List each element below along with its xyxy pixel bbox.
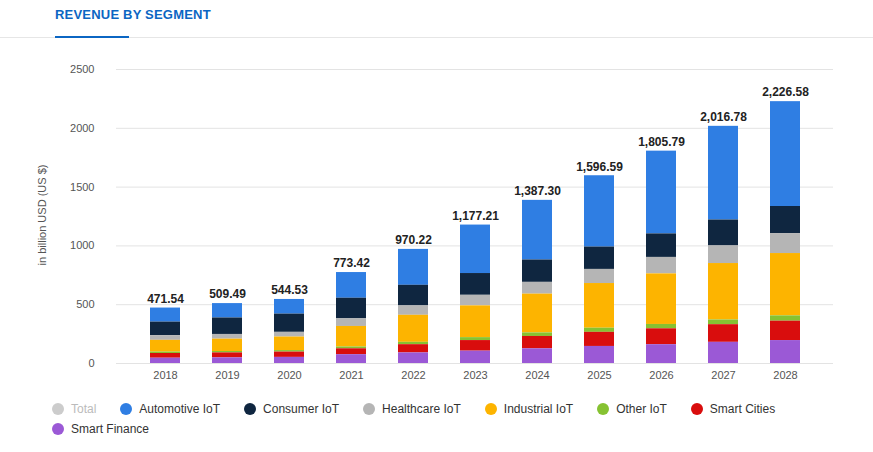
svg-text:2,016.78: 2,016.78: [700, 110, 747, 124]
svg-text:2022: 2022: [401, 369, 425, 381]
svg-text:2000: 2000: [70, 122, 94, 134]
svg-text:773.42: 773.42: [333, 256, 370, 270]
svg-text:509.49: 509.49: [209, 287, 246, 301]
svg-text:1,177.21: 1,177.21: [452, 209, 499, 223]
html-text:Smart Cities: Smart Cities: [709, 402, 776, 416]
svg-text:2500: 2500: [70, 63, 94, 75]
svg-text:0: 0: [88, 357, 94, 369]
svg-text:970.22: 970.22: [395, 233, 432, 247]
html-text:Consumer IoT: Consumer IoT: [263, 402, 340, 416]
svg-text:544.53: 544.53: [271, 283, 308, 297]
svg-text:2026: 2026: [649, 369, 673, 381]
html-text:Total: Total: [71, 402, 97, 416]
svg-text:1500: 1500: [70, 181, 94, 193]
svg-text:1000: 1000: [70, 239, 94, 251]
svg-text:2025: 2025: [587, 369, 611, 381]
html-text:Smart Finance: Smart Finance: [71, 422, 149, 436]
svg-text:1,387.30: 1,387.30: [514, 184, 561, 198]
svg-text:2028: 2028: [773, 369, 797, 381]
svg-text:2019: 2019: [215, 369, 239, 381]
html-text:Healthcare IoT: Healthcare IoT: [382, 402, 461, 416]
html-text:Industrial IoT: Industrial IoT: [503, 402, 574, 416]
svg-text:471.54: 471.54: [147, 292, 184, 306]
html-text:Automotive IoT: Automotive IoT: [139, 402, 221, 416]
html-text:Other IoT: Other IoT: [616, 402, 667, 416]
svg-text:1,805.79: 1,805.79: [638, 135, 685, 149]
svg-text:2024: 2024: [525, 369, 549, 381]
svg-text:2023: 2023: [463, 369, 487, 381]
svg-text:2018: 2018: [153, 369, 177, 381]
svg-text:2021: 2021: [339, 369, 363, 381]
svg-text:2027: 2027: [711, 369, 735, 381]
svg-text:2,226.58: 2,226.58: [762, 85, 809, 99]
html-text:REVENUE BY SEGMENT: REVENUE BY SEGMENT: [55, 7, 211, 22]
svg-text:1,596.59: 1,596.59: [576, 160, 623, 174]
svg-text:500: 500: [76, 298, 94, 310]
svg-text:2020: 2020: [277, 369, 301, 381]
html-text:in billion USD (US $): in billion USD (US $): [36, 164, 48, 266]
